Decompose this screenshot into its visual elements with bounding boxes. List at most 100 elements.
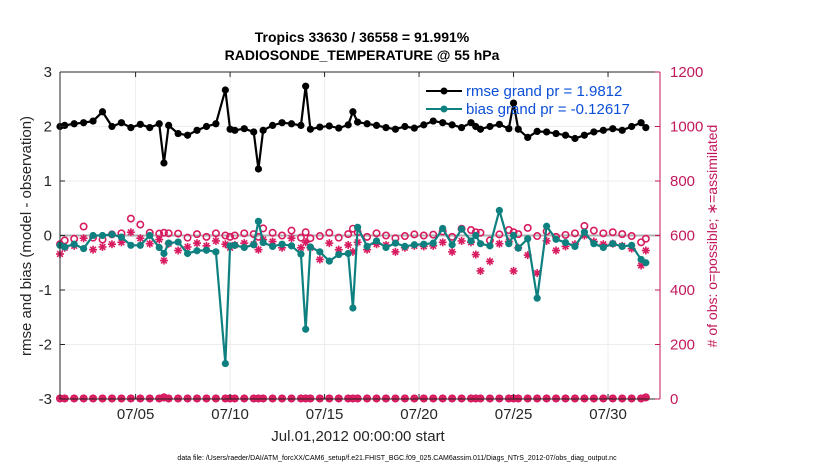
rmse-point: [174, 129, 182, 138]
obs-possible-marker: [174, 229, 183, 238]
bias-point: [297, 250, 305, 258]
obs-zero-assimilated-marker: [627, 394, 636, 403]
obs-possible-marker: [301, 228, 310, 237]
obs-zero-assimilated-marker: [570, 394, 579, 403]
bias-point: [254, 217, 263, 225]
bias-point: [372, 237, 381, 245]
obs-zero-assimilated-marker: [202, 394, 211, 403]
rmse-point: [609, 125, 617, 133]
bias-point: [571, 242, 579, 250]
rmse-point: [250, 128, 258, 136]
obs-possible-marker: [608, 228, 617, 237]
bias-point: [306, 243, 314, 251]
obs-assimilated-marker: [509, 266, 518, 275]
rmse-point: [231, 126, 239, 134]
obs-zero-assimilated-marker: [268, 394, 277, 403]
bias-point: [316, 248, 324, 256]
rmse-point: [202, 122, 211, 131]
obs-zero-assimilated-marker: [60, 394, 69, 403]
obs-possible-marker: [287, 226, 296, 235]
obs-zero-assimilated-marker: [79, 394, 88, 403]
y-tick-label: 1: [44, 173, 52, 190]
obs-assimilated-marker: [159, 256, 168, 265]
rmse-point: [420, 121, 428, 129]
bias-point: [146, 231, 154, 240]
bias-point: [514, 244, 522, 252]
rmse-point: [354, 118, 362, 126]
rmse-point: [382, 123, 390, 132]
obs-zero-assimilated-marker: [315, 394, 324, 403]
y-right-tick-label: 600: [670, 228, 695, 245]
bias-point: [250, 241, 258, 249]
obs-zero-assimilated-marker: [641, 393, 650, 402]
rmse-point: [335, 124, 343, 132]
obs-zero-assimilated-marker: [542, 394, 551, 403]
obs-possible-marker: [278, 231, 287, 240]
bias-point: [278, 240, 286, 248]
obs-possible-marker: [164, 229, 173, 238]
obs-zero-assimilated-marker: [136, 394, 145, 403]
obs-zero-assimilated-marker: [495, 394, 504, 403]
obs-possible-marker: [136, 220, 145, 229]
obs-possible-marker: [230, 231, 239, 240]
bias-point: [287, 242, 296, 250]
x-axis-label: Jul.01,2012 00:00:00 start: [271, 428, 445, 445]
rmse-point: [344, 121, 352, 129]
bias-point: [231, 241, 239, 249]
obs-assimilated-marker: [296, 243, 305, 252]
rmse-point: [533, 127, 541, 136]
obs-zero-assimilated-marker: [334, 394, 343, 403]
rmse-point: [410, 124, 418, 132]
obs-possible-marker: [126, 214, 135, 223]
rmse-point: [561, 131, 570, 139]
bias-point: [448, 241, 456, 249]
y-tick-label: 0: [44, 228, 52, 245]
obs-zero-assimilated-marker: [372, 394, 381, 403]
obs-assimilated-marker: [98, 242, 107, 251]
bias-point: [344, 249, 352, 258]
obs-possible-marker: [599, 229, 608, 238]
x-tick-label: 07/10: [211, 406, 249, 423]
obs-possible-marker: [627, 232, 636, 241]
legend-rmse-label: rmse grand pr = 1.9812: [466, 83, 622, 100]
bias-point: [580, 228, 589, 236]
bias-point: [89, 231, 97, 240]
rmse-point: [287, 120, 296, 128]
obs-assimilated-marker: [438, 238, 447, 247]
obs-zero-assimilated-marker: [381, 394, 390, 403]
bias-point: [325, 257, 333, 265]
obs-possible-marker: [221, 231, 230, 240]
obs-zero-assimilated-marker: [278, 394, 287, 403]
bias-point: [561, 238, 570, 247]
rmse-point: [80, 119, 88, 127]
rmse-point: [429, 117, 437, 125]
obs-possible-marker: [410, 230, 419, 239]
footer-data-file: data file: /Users/raeder/DAI/ATM_forcXX/…: [177, 455, 617, 462]
y-right-tick-label: 1200: [670, 64, 703, 81]
rmse-point: [254, 165, 263, 173]
rmse-point: [127, 123, 135, 132]
obs-assimilated-marker: [155, 235, 164, 244]
obs-assimilated-marker: [552, 246, 561, 255]
obs-possible-marker: [363, 232, 372, 241]
y-axis-right-label: # of obs: o=possible; ∗=assimilated: [704, 125, 720, 348]
marks: [55, 82, 650, 403]
rmse-point: [514, 125, 522, 133]
obs-zero-assimilated-marker: [89, 394, 98, 403]
obs-possible-marker: [240, 229, 249, 238]
obs-possible-marker: [315, 232, 324, 241]
rmse-point: [297, 121, 305, 130]
bias-point: [165, 239, 173, 247]
y-tick-label: 3: [44, 64, 52, 81]
rmse-point: [98, 108, 107, 116]
rmse-point: [524, 133, 532, 141]
obs-zero-assimilated-marker: [126, 394, 135, 403]
y-right-tick-label: 200: [670, 337, 695, 354]
x-tick-label: 07/30: [589, 406, 627, 423]
rmse-point: [628, 122, 636, 131]
obs-zero-assimilated-marker: [400, 394, 409, 403]
obs-zero-assimilated-marker: [193, 394, 202, 403]
obs-zero-assimilated-marker: [599, 394, 608, 403]
rmse-point: [457, 123, 466, 132]
rmse-point: [70, 120, 78, 128]
